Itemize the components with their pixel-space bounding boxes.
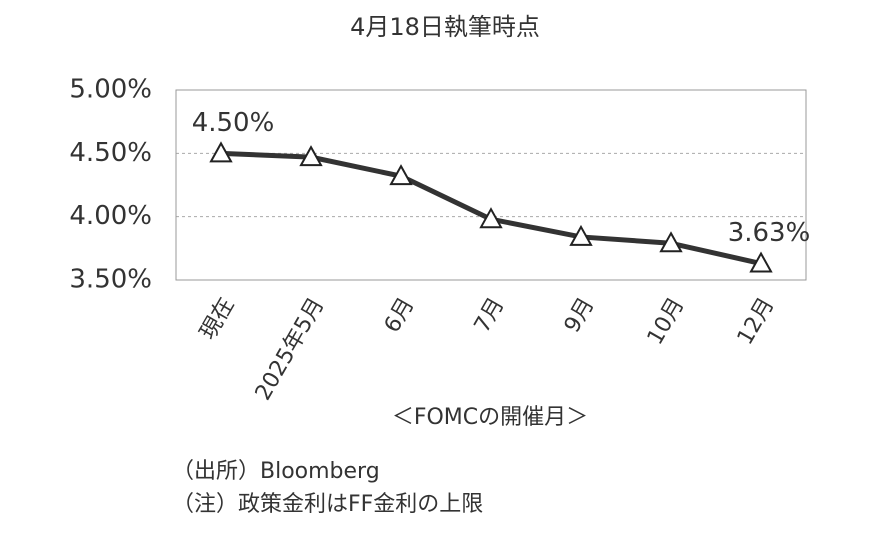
y-tick-label: 4.00% [69,201,152,231]
x-tick-label: 12月 [733,294,780,350]
x-axis-label: ＜FOMCの開催月＞ [392,405,588,430]
x-tick-label: 7月 [470,294,510,338]
x-tick-label: 6月 [380,294,420,338]
marker [389,164,413,186]
x-tick-label: 9月 [560,294,600,338]
note: （注）政策金利はFF金利の上限 [172,492,483,517]
plot-frame [175,89,807,281]
note: （出所）Bloomberg [172,459,380,484]
marker [749,251,773,273]
value-label: 3.63% [728,218,811,248]
x-tick-label: 2025年5月 [251,294,330,405]
x-tick-label: 10月 [643,294,690,350]
marker [479,207,503,229]
y-tick-label: 3.50% [69,265,152,295]
marker [299,145,323,167]
marker [209,141,233,163]
chart-title: 4月18日執筆時点 [350,13,540,41]
x-tick-label: 現在 [196,294,240,345]
marker [569,224,593,246]
y-tick-label: 4.50% [69,138,152,168]
y-tick-label: 5.00% [69,75,152,105]
marker [659,231,683,253]
value-label: 4.50% [192,108,275,138]
